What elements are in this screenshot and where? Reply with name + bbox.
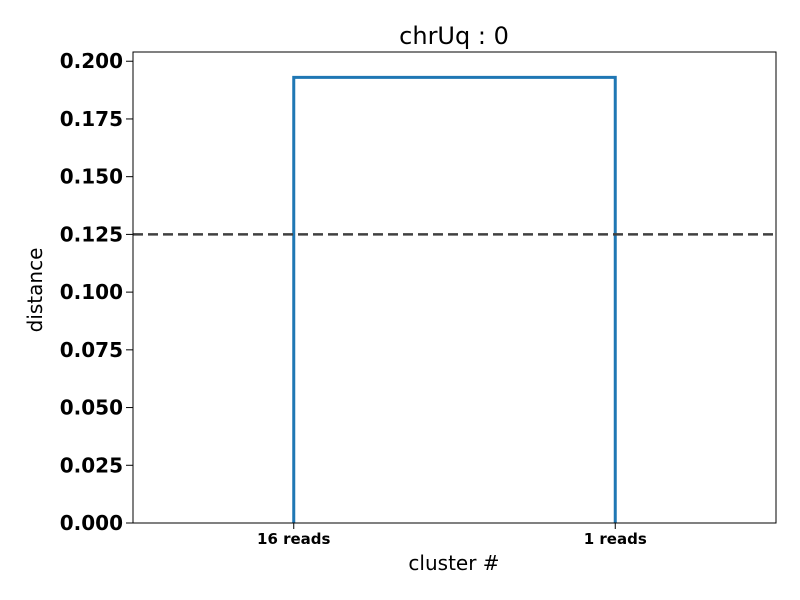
x-tick-label: 1 reads xyxy=(584,530,647,548)
dendrogram-link xyxy=(292,75,617,523)
x-axis-label: cluster # xyxy=(408,551,499,575)
y-tick-label: 0.075 xyxy=(60,338,123,362)
y-tick-label: 0.000 xyxy=(60,511,123,535)
y-tick-label: 0.125 xyxy=(60,222,123,246)
y-axis: 0.000 0.025 0.050 0.075 0.100 0.125 0.150 0.175… xyxy=(60,49,133,535)
x-axis: 16 reads 1 reads xyxy=(257,523,647,548)
plot-area-frame xyxy=(132,51,777,524)
y-tick-label: 0.025 xyxy=(60,453,123,477)
x-tick-label: 16 reads xyxy=(257,530,331,548)
y-tick-label: 0.050 xyxy=(60,396,123,420)
y-tick-label: 0.100 xyxy=(60,280,123,304)
chart-title: chrUq : 0 xyxy=(399,22,509,50)
dendrogram-links xyxy=(292,75,617,523)
y-axis-label: distance xyxy=(23,248,47,333)
y-tick-label: 0.150 xyxy=(60,165,123,189)
y-tick-label: 0.200 xyxy=(60,49,123,73)
y-tick-label: 0.175 xyxy=(60,107,123,131)
